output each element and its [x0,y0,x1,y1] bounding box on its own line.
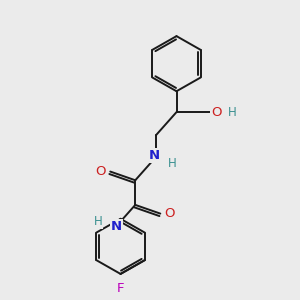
Text: N: N [149,149,160,162]
Text: O: O [95,165,106,178]
Text: F: F [117,282,124,295]
Text: O: O [211,106,221,118]
Text: N: N [111,220,122,233]
Text: H: H [168,157,176,170]
Text: O: O [165,207,175,220]
Text: H: H [94,215,102,228]
Text: H: H [228,106,237,118]
